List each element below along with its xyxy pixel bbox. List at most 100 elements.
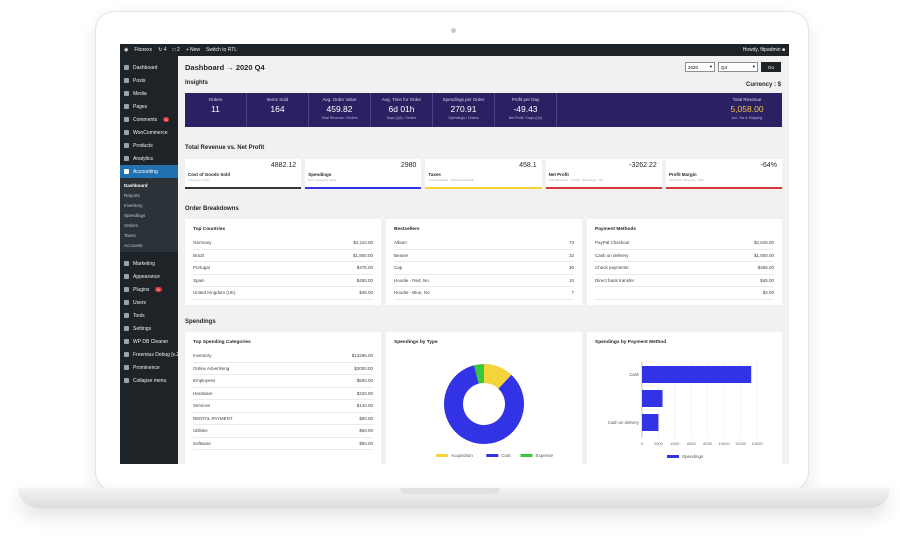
switch-rtl-link[interactable]: Switch to RTL [206,47,238,53]
submenu-inventory[interactable]: Inventory [124,202,143,208]
submenu-orders[interactable]: Orders [124,222,138,228]
wp-admin-screen: ◉ Fitorexx ↻ 4 □ 2 + New Switch to RTL H… [120,44,789,464]
spending-categories-table: Inventory $13296.00 Online Advertising $20… [193,350,373,450]
sidebar-item-accounting[interactable]: Accounting [120,165,178,178]
category-amount: $60.00 [359,428,373,434]
sidebar-item-label: Plugins [133,286,150,293]
bar[interactable] [642,390,663,407]
sidebar-item-prominence[interactable]: Prominence [120,361,178,374]
insight-label: Avg. Order Value [322,97,357,102]
submenu-spendings[interactable]: Spendings [124,212,146,218]
country-amount: $2,110.00 [353,240,373,246]
bar[interactable] [642,366,752,383]
category-amount: $13296.00 [351,353,373,359]
category-name: Utilities [193,428,208,434]
collapse-icon [124,378,129,383]
product-count: 10 [568,277,574,283]
country-name: Portugal [193,265,210,271]
country-name: Germany [193,240,212,246]
quarter-select[interactable]: Q4 ▾ [718,62,758,72]
submenu-dashboard[interactable]: Dashboard [124,182,148,188]
card-bar [665,187,783,189]
table-row: Software $50.00 [193,438,373,450]
table-row: Spain $450.00 [193,275,373,287]
spendings-by-type-chart: Acquisition Cost Expense [436,364,554,458]
sidebar-item-marketing[interactable]: Marketing [120,257,178,270]
spendings-by-method-panel: Spendings by Payment Method 0 2000 4000 600… [587,332,782,464]
wordpress-logo-icon[interactable]: ◉ [124,47,129,53]
product-count: 73 [568,240,574,246]
sidebar-item-products[interactable]: Products [120,139,178,152]
sidebar-item-collapse-menu[interactable]: Collapse menu [120,374,178,387]
new-content-link[interactable]: + New [185,47,201,53]
sidebar-item-dashboard[interactable]: Dashboard [120,61,178,74]
page-title: Dashboard → 2020 Q4 [185,63,265,72]
card-value: 458.1 [519,162,537,169]
x-tick-label: 4000 [670,441,680,446]
table-row: PayPal Checkout $2,645.00 [595,237,774,250]
sidebar-item-plugins[interactable]: Plugins 6 [120,283,178,296]
go-button[interactable]: Go [761,62,781,72]
bar[interactable] [642,414,659,431]
woo-icon [124,130,129,135]
product-count: 7 [571,290,574,296]
submenu-accounts[interactable]: Accounts [124,242,143,248]
sidebar-item-woocommerce[interactable]: WooCommerce [120,126,178,139]
sidebar-item-appearance[interactable]: Appearance [120,270,178,283]
card-bar [305,187,422,189]
card-taxes: 458.1 Taxes Taxes Payable - Taxes Receiv… [425,159,542,189]
updates-link[interactable]: ↻ 4 [158,47,167,53]
sidebar-item-pages[interactable]: Pages [120,100,178,113]
category-amount: $50.00 [359,440,373,446]
legend-label[interactable]: Acquisition [451,453,473,458]
sidebar-item-analytics[interactable]: Analytics [120,152,178,165]
sidebar-item-label: Comments [133,116,158,123]
sidebar-item-settings[interactable]: Settings [120,322,178,335]
table-row: Hoodie - Red, No 10 [394,275,574,287]
account-menu[interactable]: Howdy, fitpadmin ■ [742,47,785,53]
sidebar-item-users[interactable]: Users [120,296,178,309]
insight-orders: Orders 11 [185,93,247,127]
product-name: Hoodie - Red, No [394,277,429,283]
dashboard-icon [124,65,129,70]
order-breakdowns-title: Order Breakdowns [185,206,239,212]
insight-formula: incl. Tax & Shipping [731,116,763,120]
table-row: United Kingdom (UK) $45.00 [193,287,373,300]
sidebar-item-label: Analytics [133,155,154,162]
submenu-taxes[interactable]: Taxes [124,232,136,238]
legend-label[interactable]: Spendings [682,454,704,459]
insight-avg-time-for-order: Avg. Time for Order 6d 01h Days (Q4) / O… [371,93,433,127]
sidebar-item-posts[interactable]: Posts [120,74,178,87]
sidebar-item-freemius-debug-v-2-3-0[interactable]: Freemius Debug [v.2.3.0] [120,348,189,361]
submenu-reports[interactable]: Reports [124,192,140,198]
y-tick-label: Cash [629,372,639,377]
card-value: -3262.22 [629,162,657,169]
category-amount: $500.00 [356,378,373,384]
table-row: $2.00 [595,287,774,300]
table-row: Check payments $456.00 [595,262,774,275]
insight-items-sold: Items Sold 164 [247,93,309,127]
card-label: Profit Margin [668,172,697,177]
table-row: Cap 30 [394,262,574,275]
legend-label[interactable]: Cost [501,453,511,458]
sidebar-item-comments[interactable]: Comments 6 [120,113,178,126]
donut-slice-cost[interactable] [444,365,524,444]
users-icon [124,300,129,305]
legend-label[interactable]: Expense [536,453,554,458]
year-select[interactable]: 2020 ▾ [685,62,715,72]
insight-value: 270.91 [450,104,477,114]
table-row: Inventory $13296.00 [193,350,373,363]
sidebar-item-tools[interactable]: Tools [120,309,178,322]
card-net-profit: -3262.22 Net Profit Total Revenue - COGS… [545,159,662,189]
x-tick-label: 0 [641,441,644,446]
media-icon [124,91,129,96]
sidebar-item-wp-db-cleaner[interactable]: WP DB Cleaner [120,335,178,348]
sidebar-item-media[interactable]: Media [120,87,178,100]
donut-slice-acquisition[interactable] [484,364,512,389]
comments-link[interactable]: □ 2 [172,47,180,53]
products-icon [124,143,129,148]
donut-slice-expense[interactable] [474,364,484,384]
sidebar-item-label: Collapse menu [133,377,167,384]
site-name-link[interactable]: Fitorexx [134,47,153,53]
payment-methods-panel: Payment Methods PayPal Checkout $2,645.00… [587,219,782,305]
